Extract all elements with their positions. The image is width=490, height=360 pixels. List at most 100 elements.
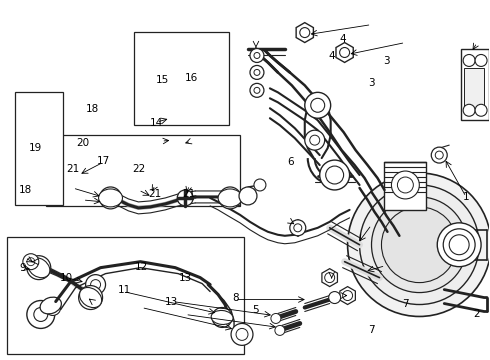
Ellipse shape bbox=[79, 288, 101, 307]
Text: 11: 11 bbox=[117, 285, 130, 296]
Ellipse shape bbox=[28, 258, 50, 278]
Circle shape bbox=[217, 312, 227, 323]
Circle shape bbox=[435, 151, 443, 159]
Text: 8: 8 bbox=[232, 293, 239, 303]
Circle shape bbox=[34, 307, 48, 321]
Circle shape bbox=[254, 87, 260, 93]
Circle shape bbox=[104, 192, 117, 204]
Text: 2: 2 bbox=[473, 310, 480, 319]
Circle shape bbox=[290, 220, 306, 236]
Circle shape bbox=[91, 280, 100, 289]
Text: 15: 15 bbox=[155, 75, 169, 85]
Bar bbox=[461, 49, 489, 120]
Circle shape bbox=[392, 171, 419, 199]
Circle shape bbox=[300, 28, 310, 37]
Text: 19: 19 bbox=[28, 143, 42, 153]
Text: 10: 10 bbox=[60, 273, 74, 283]
Text: 7: 7 bbox=[368, 325, 374, 335]
Circle shape bbox=[231, 323, 253, 345]
Circle shape bbox=[224, 192, 236, 204]
Circle shape bbox=[475, 54, 487, 67]
Polygon shape bbox=[322, 269, 338, 287]
Circle shape bbox=[78, 285, 102, 310]
Text: 18: 18 bbox=[86, 104, 99, 114]
Bar bbox=[15, 92, 63, 205]
Bar bbox=[46, 135, 240, 206]
Text: 17: 17 bbox=[97, 156, 110, 166]
Circle shape bbox=[319, 160, 349, 190]
Text: 21: 21 bbox=[67, 163, 80, 174]
Circle shape bbox=[294, 224, 302, 232]
Text: 4: 4 bbox=[329, 51, 335, 61]
Circle shape bbox=[311, 98, 325, 112]
Text: 18: 18 bbox=[19, 185, 32, 195]
Circle shape bbox=[431, 147, 447, 163]
Bar bbox=[464, 68, 484, 110]
Circle shape bbox=[275, 325, 285, 336]
Text: 21: 21 bbox=[183, 189, 196, 199]
Circle shape bbox=[463, 104, 475, 116]
Circle shape bbox=[397, 177, 414, 193]
Ellipse shape bbox=[211, 310, 233, 324]
Circle shape bbox=[32, 261, 46, 275]
Circle shape bbox=[84, 291, 98, 305]
Circle shape bbox=[325, 273, 335, 283]
Ellipse shape bbox=[40, 297, 61, 314]
Circle shape bbox=[239, 187, 257, 205]
Circle shape bbox=[99, 187, 122, 209]
Polygon shape bbox=[340, 287, 355, 305]
Circle shape bbox=[250, 49, 264, 62]
Text: 16: 16 bbox=[185, 73, 198, 83]
Circle shape bbox=[326, 166, 343, 184]
Ellipse shape bbox=[98, 189, 122, 207]
Circle shape bbox=[329, 292, 341, 303]
Circle shape bbox=[449, 235, 469, 255]
Circle shape bbox=[212, 307, 232, 328]
Text: 22: 22 bbox=[132, 163, 145, 174]
Text: 14: 14 bbox=[149, 118, 163, 128]
Ellipse shape bbox=[218, 189, 242, 207]
Circle shape bbox=[27, 256, 51, 280]
Text: 4: 4 bbox=[339, 35, 346, 44]
Polygon shape bbox=[336, 42, 353, 62]
Circle shape bbox=[371, 197, 467, 293]
Circle shape bbox=[27, 258, 35, 266]
Text: 13: 13 bbox=[165, 297, 178, 307]
Bar bbox=[134, 32, 229, 126]
Bar bbox=[385, 162, 426, 210]
Text: 21: 21 bbox=[148, 189, 162, 199]
Circle shape bbox=[27, 301, 55, 328]
Circle shape bbox=[347, 173, 490, 316]
Circle shape bbox=[305, 92, 331, 118]
Text: 1: 1 bbox=[462, 192, 469, 202]
Circle shape bbox=[271, 314, 281, 323]
Circle shape bbox=[343, 291, 353, 301]
Text: 13: 13 bbox=[179, 273, 192, 283]
Text: 6: 6 bbox=[287, 157, 294, 167]
Circle shape bbox=[254, 53, 260, 58]
Circle shape bbox=[305, 130, 325, 150]
Text: 12: 12 bbox=[135, 262, 148, 272]
Text: 7: 7 bbox=[402, 299, 408, 309]
Circle shape bbox=[340, 48, 349, 58]
Circle shape bbox=[475, 104, 487, 116]
Circle shape bbox=[443, 229, 475, 261]
Circle shape bbox=[250, 84, 264, 97]
Polygon shape bbox=[296, 23, 314, 42]
Circle shape bbox=[45, 300, 61, 315]
Circle shape bbox=[23, 254, 39, 270]
Circle shape bbox=[437, 223, 481, 267]
Circle shape bbox=[360, 185, 479, 305]
Text: 3: 3 bbox=[368, 78, 375, 88]
Circle shape bbox=[86, 275, 105, 294]
Circle shape bbox=[177, 190, 193, 206]
Text: 3: 3 bbox=[383, 56, 390, 66]
Circle shape bbox=[219, 187, 241, 209]
Circle shape bbox=[310, 135, 319, 145]
Circle shape bbox=[382, 207, 457, 283]
Circle shape bbox=[236, 328, 248, 340]
Text: 20: 20 bbox=[76, 139, 90, 148]
Text: 5: 5 bbox=[252, 305, 259, 315]
Circle shape bbox=[254, 179, 266, 191]
Circle shape bbox=[254, 69, 260, 75]
